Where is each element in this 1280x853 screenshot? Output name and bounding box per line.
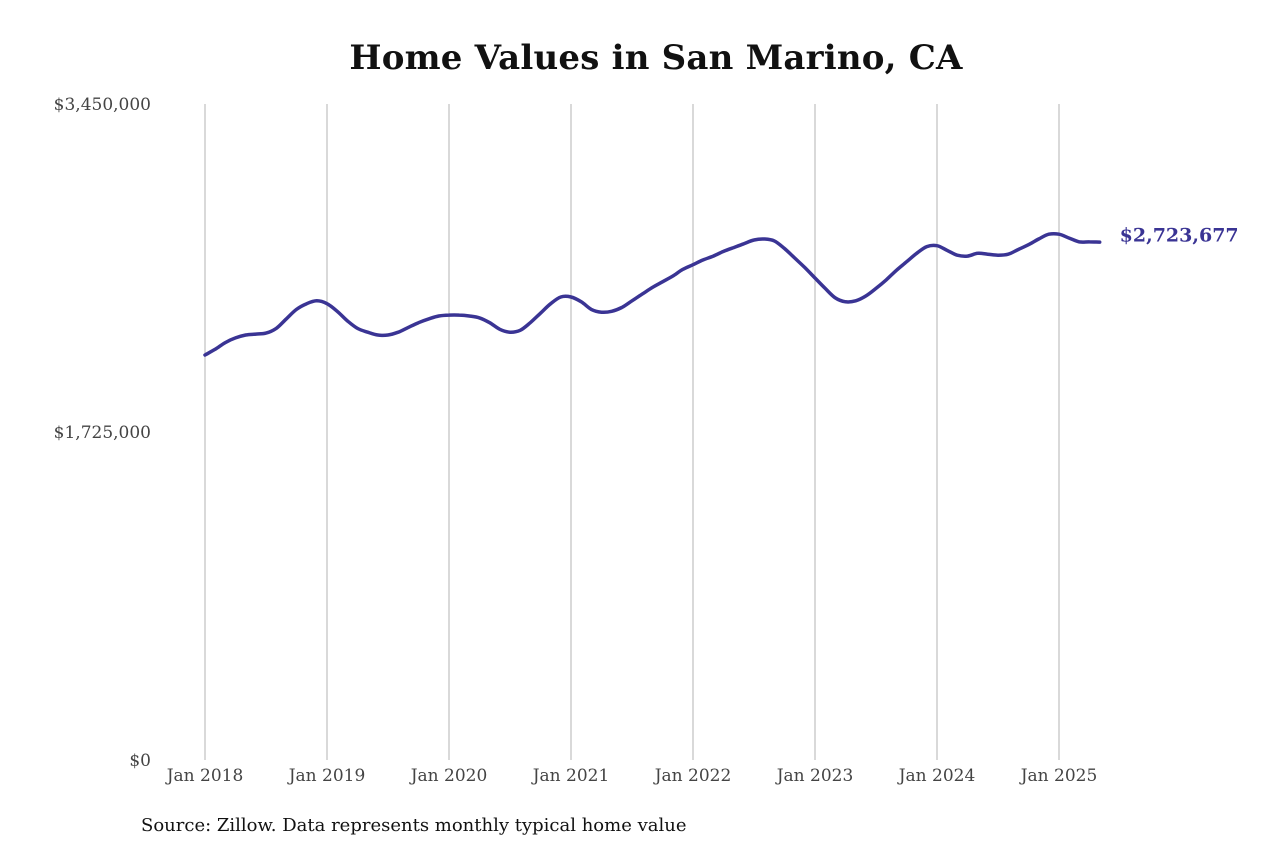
chart-title: Home Values in San Marino, CA bbox=[349, 38, 963, 78]
latest-value-label: $2,723,677 bbox=[1120, 225, 1239, 247]
y-tick-label: $3,450,000 bbox=[54, 95, 151, 115]
x-axis-tick-labels: Jan 2018 Jan 2019 Jan 2020 Jan 2021 Jan 2022… bbox=[165, 766, 1098, 786]
y-tick-label: $0 bbox=[129, 751, 151, 771]
chart-source-note: Source: Zillow. Data represents monthly … bbox=[141, 815, 687, 836]
x-tick-label: Jan 2022 bbox=[653, 766, 732, 786]
y-tick-label: $1,725,000 bbox=[54, 423, 151, 443]
x-tick-label: Jan 2021 bbox=[531, 766, 610, 786]
x-tick-label: Jan 2023 bbox=[775, 766, 854, 786]
y-axis-tick-labels: $0 $1,725,000 $3,450,000 bbox=[54, 95, 151, 771]
x-tick-label: Jan 2020 bbox=[409, 766, 488, 786]
vertical-gridlines bbox=[204, 104, 1060, 760]
home-value-series-line bbox=[203, 231, 1102, 357]
x-tick-label: Jan 2025 bbox=[1019, 766, 1098, 786]
x-tick-label: Jan 2018 bbox=[165, 766, 244, 786]
x-tick-label: Jan 2019 bbox=[287, 766, 366, 786]
x-tick-label: Jan 2024 bbox=[897, 766, 976, 786]
